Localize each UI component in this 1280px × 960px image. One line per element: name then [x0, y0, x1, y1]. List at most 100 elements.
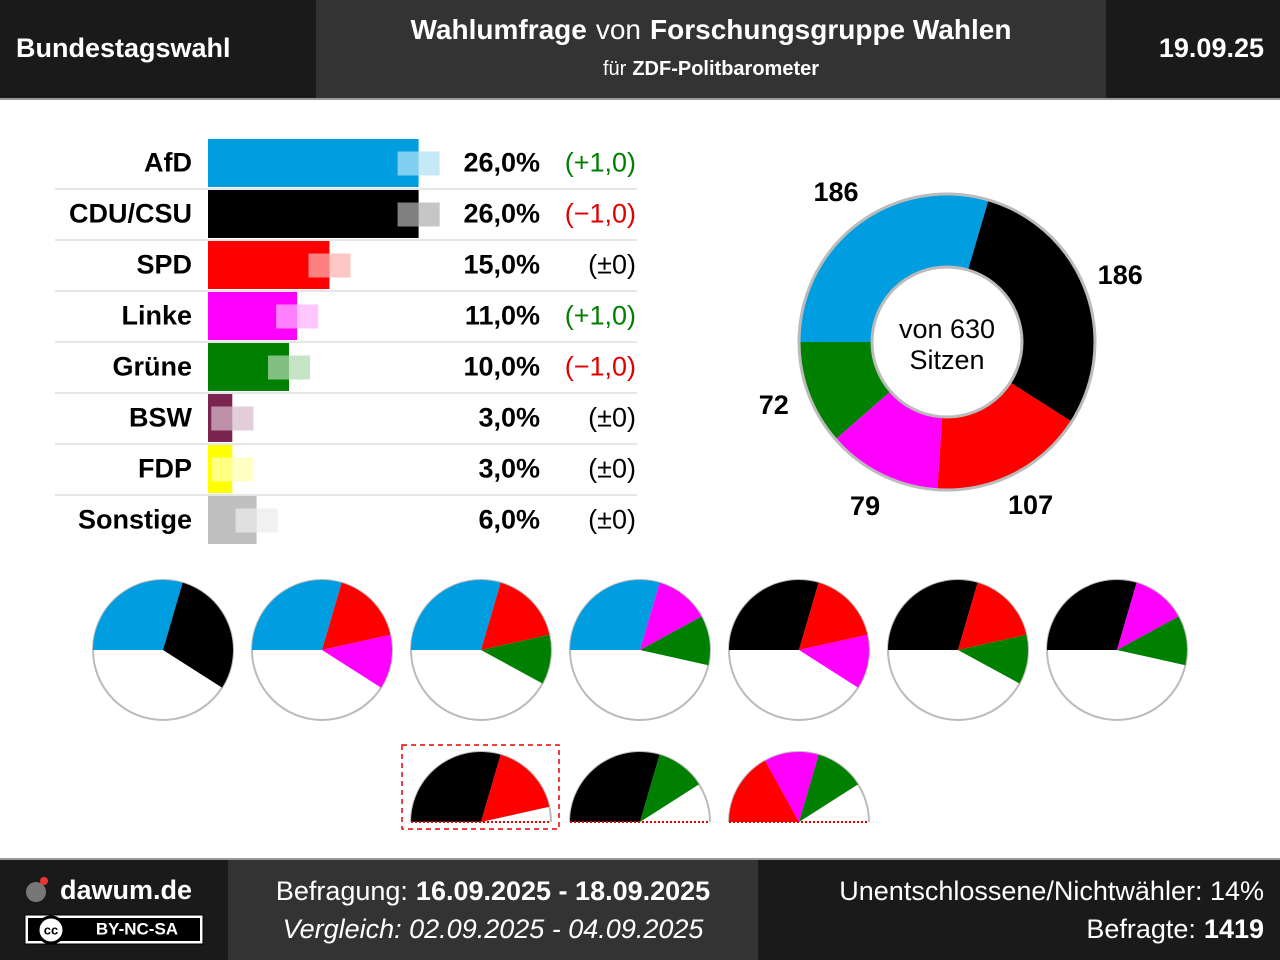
seat-label: 186 — [814, 177, 859, 207]
value-label: 3,0% — [478, 454, 540, 484]
coalition-wedge — [640, 754, 699, 822]
footer-site: dawum.de — [60, 875, 192, 905]
party-label: AfD — [144, 148, 192, 178]
comparison-period: Vergleich: 02.09.2025 - 04.09.2025 — [283, 914, 705, 944]
license-icon-text: cc — [44, 922, 58, 937]
coalition-wedge — [1117, 616, 1187, 666]
coalition-wedge — [958, 582, 1027, 650]
coalition-wedge — [729, 760, 799, 822]
footer-middle — [228, 860, 758, 960]
value-label: 26,0% — [463, 199, 540, 229]
title-part: Forschungsgruppe Wahlen — [650, 14, 1011, 45]
party-label: Sonstige — [78, 505, 192, 535]
center-text: Sitzen — [909, 345, 984, 375]
coalition-wedge — [799, 582, 868, 650]
coalition-wedge — [640, 616, 710, 666]
coalition-wedge — [322, 582, 391, 650]
coalition-highlight — [401, 744, 560, 830]
seat-label: 186 — [1098, 260, 1143, 290]
value-label: 3,0% — [478, 403, 540, 433]
value-label: 26,0% — [463, 148, 540, 178]
bar — [208, 139, 419, 187]
donut-center — [870, 265, 1024, 419]
change-label: (−1,0) — [565, 352, 636, 382]
value-label: 11,0% — [465, 301, 540, 331]
change-marker-glow — [397, 202, 440, 227]
header-title: Wahlumfrage von Forschungsgruppe Wahlen — [411, 14, 1012, 45]
coalition-wedge — [481, 582, 550, 650]
logo-icon — [40, 877, 48, 885]
header-subtitle: für ZDF-Politbarometer — [603, 58, 819, 80]
coalition-wedge — [93, 580, 183, 650]
coalition-wedge — [1047, 580, 1137, 650]
seat-segment — [968, 199, 1095, 422]
bar — [208, 190, 419, 238]
coalition-wedge — [1117, 582, 1179, 650]
title-part: von — [596, 14, 641, 45]
survey-label: Befragung: — [276, 876, 408, 906]
donut-outline — [797, 192, 1097, 492]
change-label: (+1,0) — [565, 148, 636, 178]
coalition-wedge — [411, 580, 501, 650]
change-label: (−1,0) — [565, 199, 636, 229]
undecided: Unentschlossene/Nichtwähler: 14% — [839, 876, 1264, 906]
license-badge-part — [74, 918, 200, 941]
survey-period: Befragung: 16.09.2025 - 18.09.2025 — [276, 876, 710, 906]
change-marker-glow — [276, 304, 319, 329]
coalition-wedge — [799, 634, 869, 688]
header-rule — [0, 98, 1280, 100]
change-marker-glow — [268, 355, 310, 380]
logo-icon — [26, 882, 46, 902]
party-label: FDP — [138, 454, 192, 484]
seat-segment — [799, 193, 989, 342]
seat-segment — [835, 391, 943, 490]
header-left: Bundestagswahl — [16, 33, 231, 63]
change-marker-glow — [308, 253, 351, 278]
coalition-wedge — [729, 580, 819, 650]
bar-chart: AfD 26,0% (+1,0) CDU/CSU 26,0% (−1,0) SPD 15,0%… — [55, 139, 637, 544]
coalition-wedge — [640, 582, 702, 650]
seat-segment — [937, 382, 1072, 490]
change-marker-glow — [211, 457, 254, 482]
coalition-wedge — [799, 754, 858, 822]
change-label: (±0) — [588, 505, 636, 535]
value-label: 15,0% — [463, 250, 540, 280]
coalition-wedge — [163, 582, 234, 688]
party-label: BSW — [129, 403, 193, 433]
coalition-wedge — [322, 634, 392, 688]
change-label: (±0) — [588, 454, 636, 484]
party-label: CDU/CSU — [69, 199, 192, 229]
header-date: 19.09.25 — [1159, 33, 1264, 63]
center-text: von 630 — [899, 314, 995, 344]
change-marker-glow — [397, 151, 440, 176]
party-label: Grüne — [112, 352, 192, 382]
coalition-wedge — [252, 580, 342, 650]
header-middle — [316, 0, 1106, 98]
change-label: (±0) — [588, 403, 636, 433]
party-label: Linke — [121, 301, 192, 331]
subtitle-part: für — [603, 58, 627, 80]
seat-label: 107 — [1008, 490, 1053, 520]
license-icon — [36, 915, 66, 945]
coalition-wedge — [570, 580, 660, 650]
coalition-wedge — [958, 634, 1028, 684]
coalition-wedge — [481, 754, 550, 822]
coalition-wedge — [888, 580, 978, 650]
change-marker-glow — [211, 406, 254, 431]
change-marker-glow — [235, 508, 278, 533]
survey-dates: 16.09.2025 - 18.09.2025 — [416, 876, 710, 906]
seat-label: 79 — [850, 491, 880, 521]
license-text: BY-NC-SA — [96, 919, 178, 938]
seat-segment — [798, 342, 891, 440]
respondents: Befragte: 1419 — [1086, 914, 1264, 944]
coalition-wedge — [411, 752, 501, 822]
change-label: (±0) — [588, 250, 636, 280]
coalition-wedge — [570, 752, 660, 822]
subtitle-part: ZDF-Politbarometer — [632, 58, 819, 80]
coalition-wedge — [481, 634, 551, 684]
respondents-label: Befragte: — [1086, 914, 1196, 944]
coalition-wedge — [765, 751, 819, 822]
change-label: (+1,0) — [565, 301, 636, 331]
title-part: Wahlumfrage — [411, 14, 587, 45]
